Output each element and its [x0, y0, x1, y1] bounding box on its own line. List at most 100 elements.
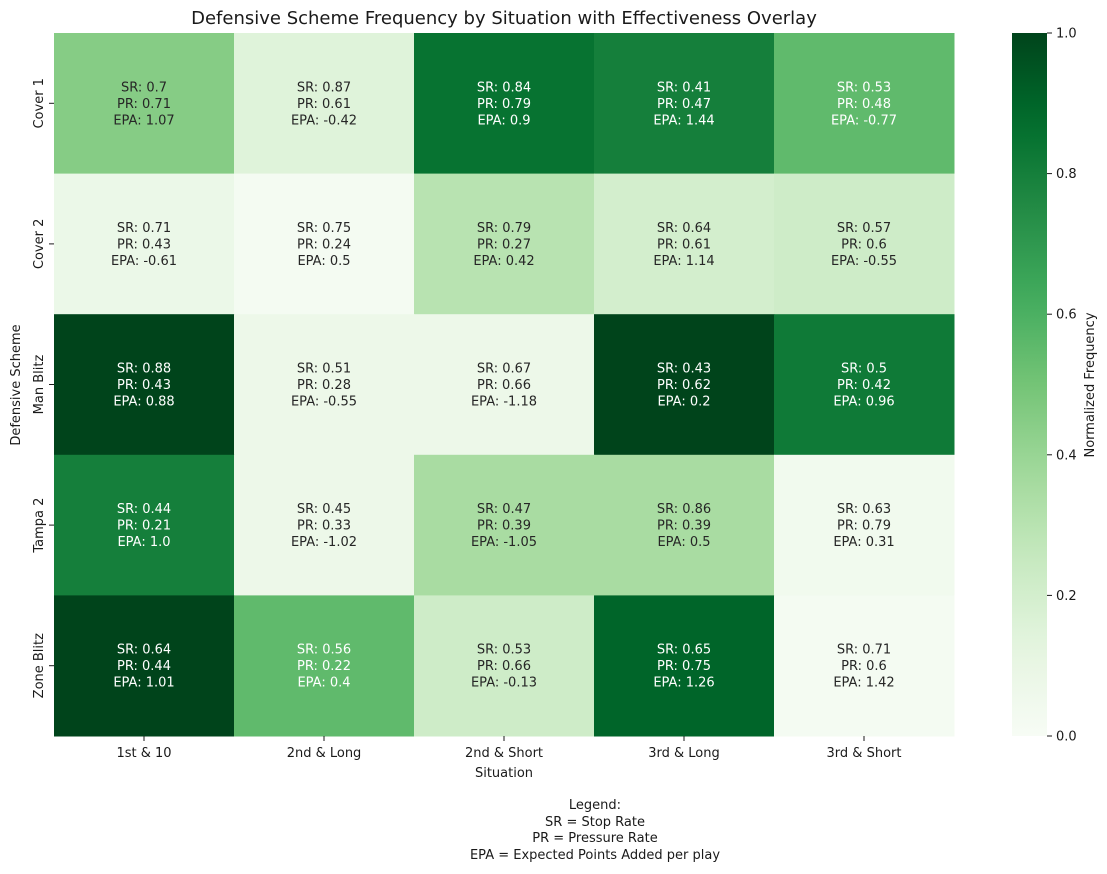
cell-annotation: SR: 0.64 [117, 643, 171, 658]
cell-annotation: EPA: -0.55 [291, 395, 357, 410]
cell-annotation: EPA: -1.05 [471, 535, 537, 550]
heatmap-cell [774, 173, 955, 315]
heatmap-cell [54, 173, 235, 315]
cell-annotation: PR: 0.79 [477, 97, 531, 112]
cell-annotation: EPA: 0.42 [473, 254, 534, 269]
cell-annotation: SR: 0.44 [117, 502, 171, 517]
heatmap-cell [414, 314, 595, 456]
x-tick-label: 2nd & Long [287, 746, 362, 761]
chart-title: Defensive Scheme Frequency by Situation … [191, 8, 817, 29]
cell-annotation: SR: 0.65 [657, 643, 711, 658]
cell-annotation: SR: 0.84 [477, 80, 531, 95]
colorbar-tick-label: 0.2 [1056, 589, 1077, 604]
cell-annotation: SR: 0.63 [837, 502, 891, 517]
cell-annotation: SR: 0.57 [837, 221, 891, 236]
colorbar-tick-label: 0.0 [1056, 730, 1077, 745]
cell-annotation: SR: 0.64 [657, 221, 711, 236]
cell-annotation: SR: 0.56 [297, 643, 351, 658]
cell-annotation: SR: 0.86 [657, 502, 711, 517]
cell-annotation: SR: 0.43 [657, 362, 711, 377]
colorbar-tick-label: 0.8 [1056, 167, 1077, 182]
heatmap-cell [414, 454, 595, 596]
heatmap-cell [774, 595, 955, 737]
heatmap-cell [774, 314, 955, 456]
cell-annotation: EPA: 0.88 [113, 395, 174, 410]
cell-annotation: PR: 0.71 [117, 97, 171, 112]
cell-annotation: EPA: 0.9 [477, 113, 530, 128]
cell-annotation: EPA: -0.61 [111, 254, 177, 269]
x-tick-label: 2nd & Short [465, 746, 543, 761]
x-axis-ticks: 1st & 10 2nd & Long 2nd & Short 3rd & Long 3… [116, 736, 901, 761]
cell-annotation: SR: 0.41 [657, 80, 711, 95]
cell-annotation: PR: 0.66 [477, 378, 531, 393]
cell-annotation: EPA: 1.14 [653, 254, 714, 269]
y-tick-label: Tampa 2 [32, 498, 47, 554]
heatmap-cell [54, 595, 235, 737]
x-tick-label: 3rd & Short [827, 746, 902, 761]
heatmap-cell [54, 33, 235, 175]
cell-annotation: EPA: 0.5 [657, 535, 710, 550]
heatmap-cell [54, 314, 235, 456]
cell-annotation: EPA: 1.44 [653, 113, 714, 128]
x-tick-label: 1st & 10 [116, 746, 171, 761]
cell-annotation: PR: 0.44 [117, 659, 171, 674]
heatmap-cell [774, 454, 955, 596]
cell-annotation: SR: 0.5 [841, 362, 887, 377]
cell-annotation: PR: 0.48 [837, 97, 891, 112]
legend-note-line: EPA = Expected Points Added per play [469, 847, 721, 863]
cell-annotation: EPA: -0.55 [831, 254, 897, 269]
heatmap-cell [774, 33, 955, 175]
y-axis-label: Defensive Scheme [9, 324, 24, 445]
cell-annotation: SR: 0.53 [837, 80, 891, 95]
cell-annotation: PR: 0.6 [841, 659, 887, 674]
colorbar-tick-label: 1.0 [1056, 27, 1077, 42]
x-axis-label: Situation [475, 766, 533, 781]
heatmap-cell [234, 314, 415, 456]
cell-annotation: SR: 0.87 [297, 80, 351, 95]
y-axis-ticks: Cover 1 Cover 2 Man Blitz Tampa 2 Zone Blitz [32, 78, 54, 698]
cell-annotation: PR: 0.28 [297, 378, 351, 393]
cell-annotation: PR: 0.27 [477, 237, 531, 252]
heatmap-cell [54, 454, 235, 596]
heatmap-cell [594, 454, 775, 596]
cell-annotation: EPA: -0.13 [471, 676, 537, 691]
cell-annotation: PR: 0.6 [841, 237, 887, 252]
cell-annotation: PR: 0.39 [657, 519, 711, 534]
cell-annotation: SR: 0.47 [477, 502, 531, 517]
cell-annotation: PR: 0.62 [657, 378, 711, 393]
colorbar-tick-label: 0.6 [1056, 308, 1077, 323]
y-tick-label: Cover 2 [32, 219, 47, 269]
cell-annotation: EPA: 1.01 [113, 676, 174, 691]
cell-annotation: SR: 0.75 [297, 221, 351, 236]
colorbar-gradient [1012, 33, 1047, 736]
heatmap-cell [234, 454, 415, 596]
cell-annotation: PR: 0.61 [297, 97, 351, 112]
cell-annotation: EPA: 0.31 [833, 535, 894, 550]
heatmap-cell [234, 33, 415, 175]
heatmap-cell [234, 173, 415, 315]
heatmap-cell [234, 595, 415, 737]
cell-annotation: PR: 0.75 [657, 659, 711, 674]
heatmap-cell [594, 314, 775, 456]
cell-annotation: SR: 0.51 [297, 362, 351, 377]
cell-annotation: EPA: -1.02 [291, 535, 357, 550]
legend-note-line: PR = Pressure Rate [532, 831, 658, 846]
y-tick-label: Zone Blitz [32, 633, 47, 698]
colorbar: 0.0 0.2 0.4 0.6 0.8 1.0 [1012, 27, 1077, 745]
cell-annotation: SR: 0.88 [117, 362, 171, 377]
heatmap-cells [54, 33, 955, 737]
heatmap-cell [594, 33, 775, 175]
cell-annotation: PR: 0.42 [837, 378, 891, 393]
cell-annotation: EPA: -0.77 [831, 113, 897, 128]
colorbar-tick-label: 0.4 [1056, 448, 1077, 463]
cell-annotation: PR: 0.79 [837, 519, 891, 534]
cell-annotation: PR: 0.43 [117, 378, 171, 393]
cell-annotation: PR: 0.22 [297, 659, 351, 674]
cell-annotation: EPA: 1.07 [113, 113, 174, 128]
legend-note-line: Legend: [568, 798, 622, 813]
legend-note: Legend: SR = Stop Rate PR = Pressure Rat… [0, 798, 1107, 864]
cell-annotation: EPA: 0.5 [297, 254, 350, 269]
cell-annotation: PR: 0.39 [477, 519, 531, 534]
heatmap-cell [414, 33, 595, 175]
